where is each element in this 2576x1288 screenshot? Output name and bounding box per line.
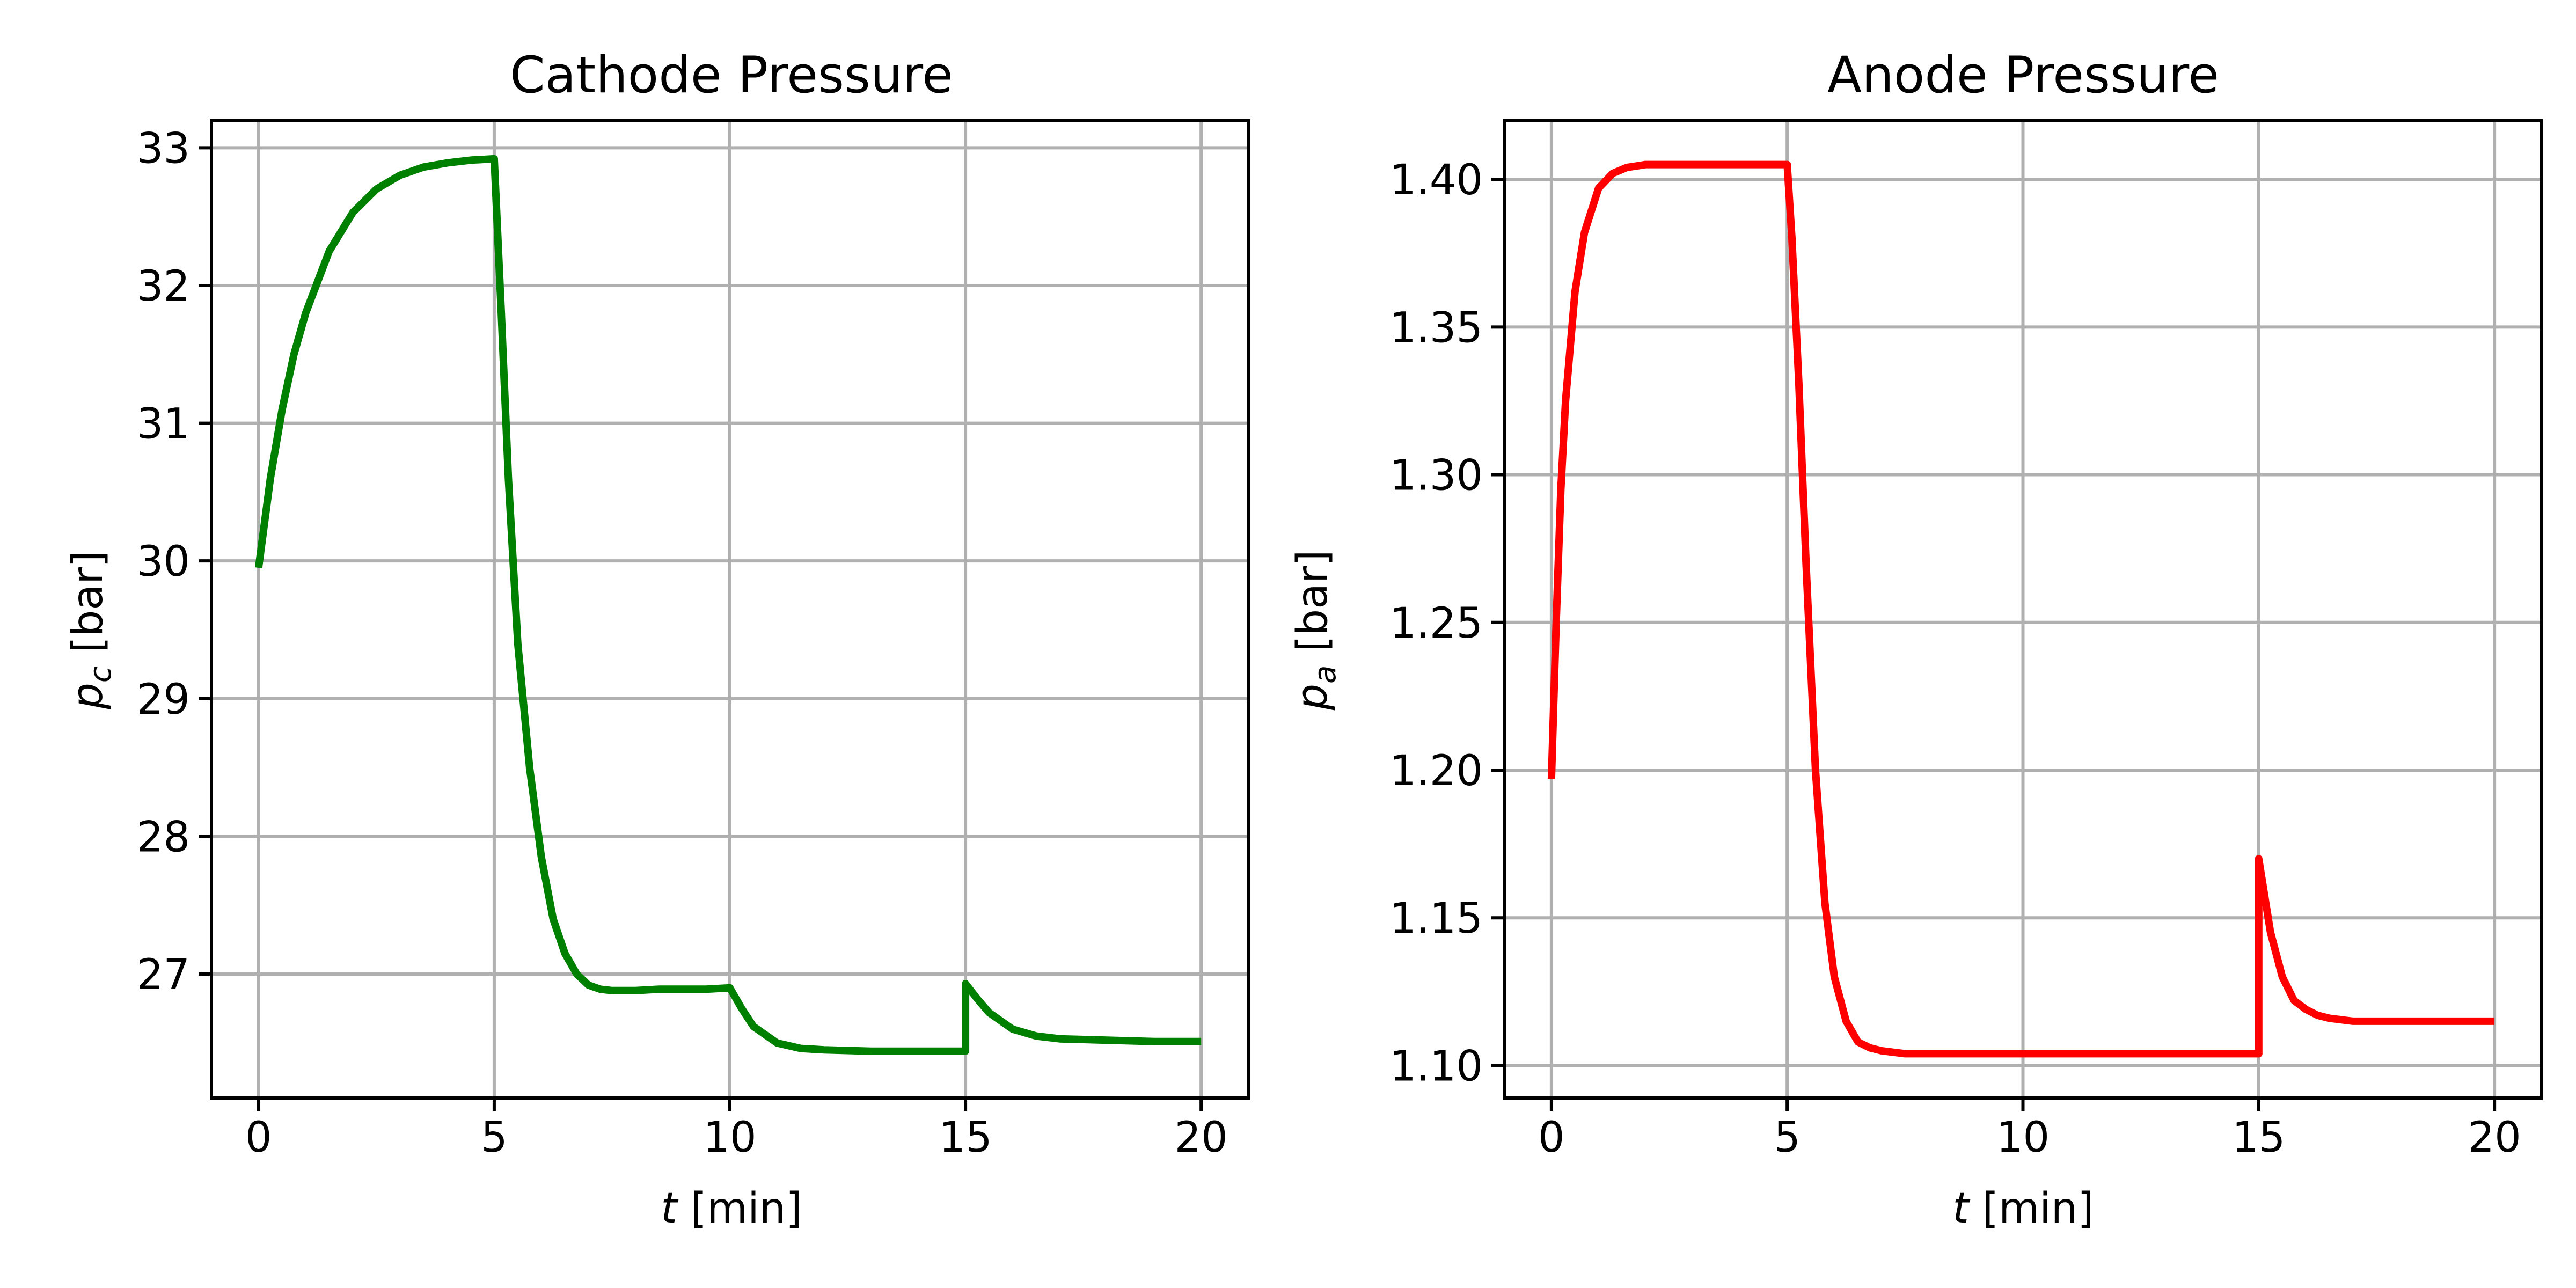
y-axis-subscript: c (83, 666, 118, 683)
y-tick-label: 1.15 (1389, 895, 1483, 943)
x-tick-label: 0 (1538, 1114, 1565, 1162)
y-tick-label: 1.30 (1389, 452, 1483, 500)
y-tick-label: 32 (137, 262, 190, 311)
x-tick-label: 5 (481, 1114, 508, 1162)
x-axis-label: t [min] (661, 1184, 802, 1233)
y-axis-unit: [bar] (64, 551, 112, 666)
y-tick-label: 31 (137, 400, 190, 449)
x-tick-label: 5 (1774, 1114, 1801, 1162)
x-tick-label: 10 (703, 1114, 756, 1162)
y-axis-unit: [bar] (1289, 550, 1337, 665)
series-line (1547, 160, 2495, 1058)
y-tick-label: 1.10 (1389, 1042, 1483, 1091)
x-tick-label: 0 (245, 1114, 272, 1162)
grid (1504, 120, 2542, 1098)
y-axis-label: pc [bar] (64, 551, 118, 709)
x-tick-label: 20 (2468, 1114, 2521, 1162)
y-axis-subscript: a (1308, 665, 1343, 684)
x-axis-label: t [min] (1952, 1184, 2094, 1233)
y-tick-label: 30 (137, 538, 190, 586)
series-line (254, 155, 1202, 1055)
anode-pressure-panel: Anode Pressure 0 5 10 15 20 1.10 1.15 1.20 1.25 1… (1289, 46, 2543, 1233)
x-axis-unit: [min] (1969, 1184, 2094, 1233)
x-axis-variable: t (1952, 1184, 1970, 1233)
y-tick-label: 1.25 (1389, 599, 1483, 648)
y-axis-variable: p (1289, 684, 1337, 711)
ticks: 0 5 10 15 20 1.10 1.15 1.20 1.25 1.30 1.35 1.40 (1389, 156, 2521, 1162)
y-tick-label: 29 (137, 676, 190, 724)
x-tick-label: 15 (939, 1114, 992, 1162)
y-tick-label: 27 (137, 951, 190, 999)
x-tick-label: 15 (2232, 1114, 2285, 1162)
y-tick-label: 1.35 (1389, 304, 1483, 352)
chart-title: Anode Pressure (1827, 46, 2219, 105)
x-axis-unit: [min] (677, 1184, 802, 1233)
ticks: 0 5 10 15 20 27 28 29 30 31 32 33 (137, 125, 1228, 1162)
y-tick-label: 1.40 (1389, 156, 1483, 204)
x-tick-label: 10 (1996, 1114, 2050, 1162)
y-axis-variable: p (64, 683, 112, 710)
y-tick-label: 33 (137, 125, 190, 173)
y-tick-label: 28 (137, 813, 190, 861)
y-axis-label: pa [bar] (1289, 550, 1343, 711)
chart-title: Cathode Pressure (510, 46, 953, 105)
cathode-pressure-panel: Cathode Pressure 0 5 10 15 2027282930313233 … (64, 46, 1250, 1233)
x-axis-variable: t (661, 1184, 678, 1233)
grid (211, 120, 1248, 1098)
y-tick-label: 1.20 (1389, 747, 1483, 795)
x-tick-label: 20 (1175, 1114, 1228, 1162)
